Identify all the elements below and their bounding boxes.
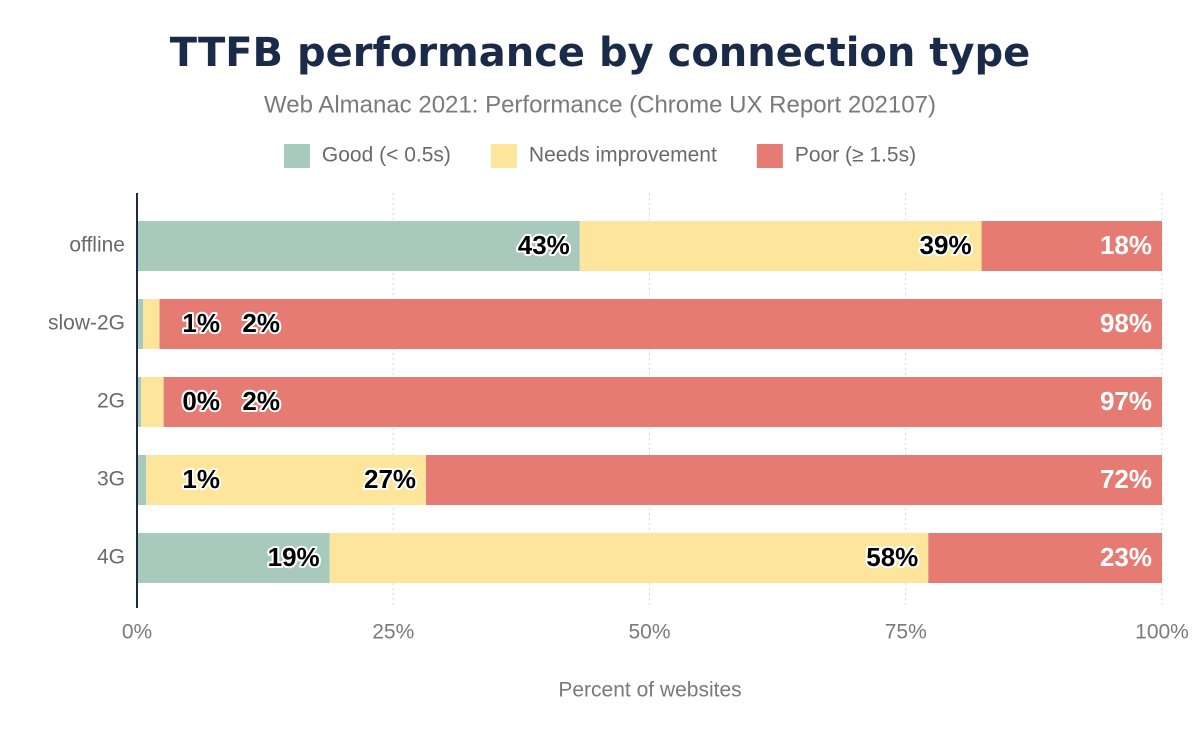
y-tick-label: 4G [97,546,125,569]
x-tick-label: 25% [372,621,414,644]
data-label: 58% [866,542,918,572]
legend: Good (< 0.5s) Needs improvement Poor (≥ 1.… [283,144,916,168]
x-tick-label: 0% [122,621,152,644]
y-tick-label: 3G [97,468,125,491]
bar-segment [426,455,1162,505]
legend-label: Poor (≥ 1.5s) [795,144,916,167]
x-tick-label: 100% [1135,621,1189,644]
bar-segment [329,533,929,583]
legend-label: Needs improvement [529,144,717,167]
data-label: 0% [182,386,220,416]
data-label: 1% [182,308,220,338]
bar-segment [163,377,1162,427]
data-label: 1% [182,464,220,494]
chart-subtitle: Web Almanac 2021: Performance (Chrome UX… [264,91,936,118]
legend-swatch [490,144,517,168]
bar-segment [159,299,1163,349]
bar-segment [137,299,144,349]
bar-segment [137,533,330,583]
data-label: 72% [1100,464,1152,494]
bar-segment [981,221,1162,271]
bar-segment [137,377,142,427]
bar-segment [137,221,580,271]
x-tick-label: 50% [628,621,670,644]
y-tick-label: 2G [97,390,125,413]
data-label: 27% [364,464,416,494]
plot: 0% 25% 50% 75% 100% offline 43% 39% 18% slow-2G 1%… [48,193,1189,644]
data-label: 2% [242,386,280,416]
legend-label: Good (< 0.5s) [322,144,451,167]
data-label: 23% [1100,542,1152,572]
data-label: 98% [1100,308,1152,338]
data-label: 97% [1100,386,1152,416]
chart-title: TTFB performance by connection type [170,30,1031,76]
data-label: 2% [242,308,280,338]
y-tick-label: offline [69,234,125,257]
data-label: 18% [1100,230,1152,260]
data-label: 43% [518,230,570,260]
x-axis-label: Percent of websites [558,679,741,702]
bar-segment [146,455,427,505]
legend-swatch [283,144,310,168]
data-label: 39% [920,230,972,260]
bar-segment [137,455,147,505]
x-tick-label: 75% [885,621,927,644]
bar-segment [928,533,1162,583]
y-tick-label: slow-2G [48,312,125,335]
bar-segment [143,299,160,349]
bar-segment [579,221,982,271]
bar-segment [141,377,164,427]
legend-swatch [756,144,783,168]
data-label: 19% [268,542,320,572]
